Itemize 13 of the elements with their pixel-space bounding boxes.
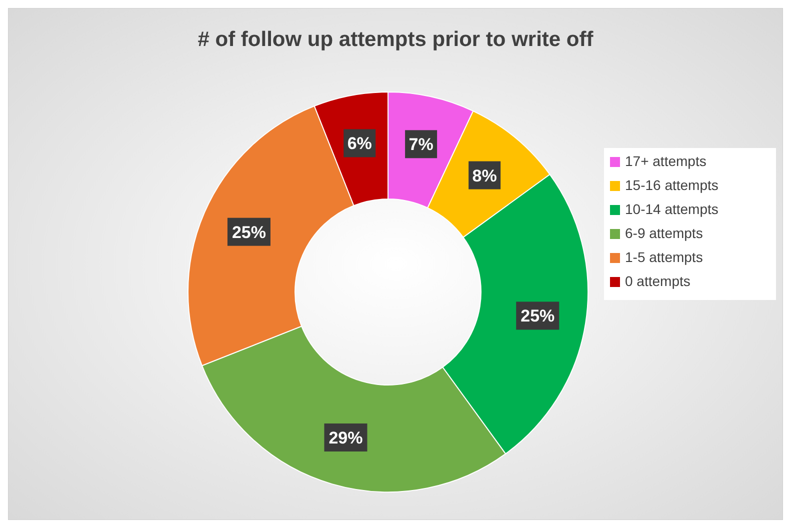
legend-label: 0 attempts bbox=[625, 273, 690, 289]
data-label: 8% bbox=[472, 166, 497, 186]
data-label: 25% bbox=[520, 306, 555, 326]
legend-label: 17+ attempts bbox=[625, 153, 706, 169]
legend-label: 1-5 attempts bbox=[625, 249, 703, 265]
data-label: 7% bbox=[408, 135, 434, 154]
data-label: 25% bbox=[232, 222, 266, 242]
legend-label: 10-14 attempts bbox=[625, 201, 718, 217]
legend-label: 15-16 attempts bbox=[625, 177, 718, 193]
legend-label: 6-9 attempts bbox=[625, 225, 703, 241]
data-label: 6% bbox=[347, 134, 372, 154]
data-label: 29% bbox=[328, 428, 363, 448]
chart-title: # of follow up attempts prior to write off bbox=[198, 28, 594, 51]
